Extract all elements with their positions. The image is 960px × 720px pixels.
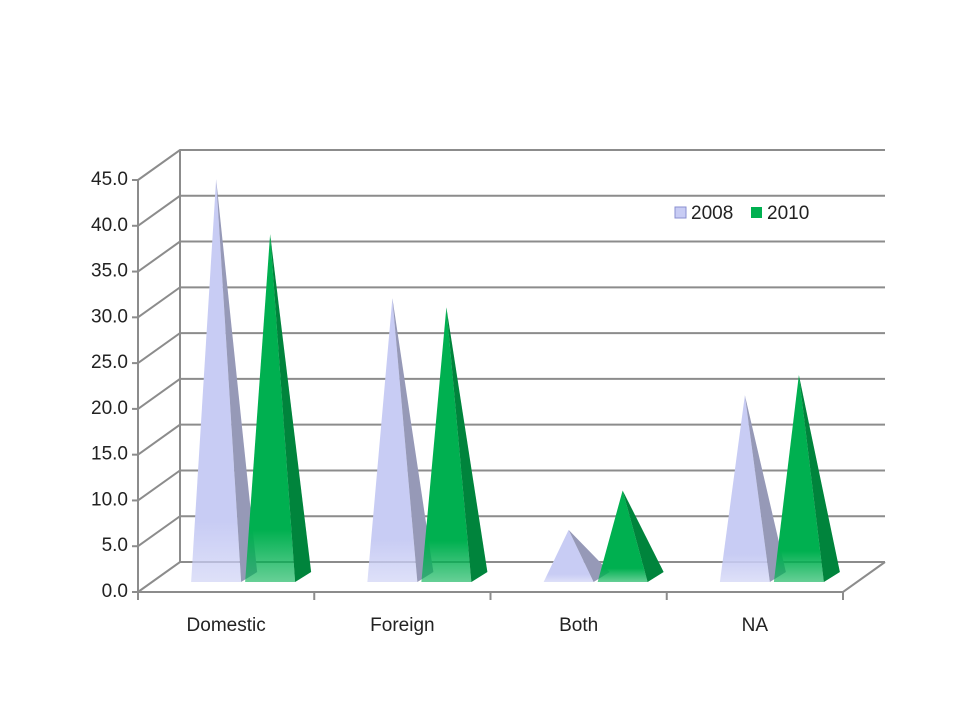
pyramid-side [216,179,258,582]
y-tick-label: 40.0 [91,215,128,236]
pyramid-shade [744,395,786,582]
legend-label: 2008 [691,203,733,224]
pyramid-side [392,298,434,582]
grid-line [137,377,885,410]
pyramid-side [622,490,664,582]
pyramid-front [773,375,824,582]
y-tick-label: 25.0 [91,352,128,373]
pyramid-front [719,395,770,582]
grid-line [137,286,885,319]
grid-line [137,240,885,273]
x-tick-label: NA [742,615,769,636]
y-tick-label: 20.0 [91,398,128,419]
y-tick-label: 15.0 [91,444,128,465]
pyramid-side [744,395,786,582]
pyramid-front [245,234,296,583]
x-tick-label: Domestic [187,615,266,636]
pyramid-side [568,529,610,582]
grid-line [137,423,885,456]
grid-line [137,194,885,227]
x-tick-label: Foreign [370,615,434,636]
pyramid-shade [798,375,840,582]
pyramid-shade [270,234,312,583]
pyramid-front [597,490,648,582]
pyramid-shade [392,298,434,582]
pyramid-side [798,375,840,582]
pyramid-front [367,298,418,582]
grid-line [137,332,885,364]
legend-swatch [674,206,687,219]
pyramid-front [191,179,242,582]
grid-line [137,515,885,548]
y-tick-label: 0.0 [102,581,128,602]
y-tick-label: 10.0 [91,489,128,510]
pyramid-shade [446,307,488,582]
pyramid-shade [622,490,664,582]
y-tick-label: 35.0 [91,261,128,282]
pyramid-shade [216,179,258,582]
pyramid-front [421,307,472,582]
grid-line [137,149,885,181]
pyramid-shade [568,529,610,582]
y-tick-label: 45.0 [91,169,128,190]
pyramid-side [446,307,488,582]
legend-label: 2010 [767,203,809,224]
legend-swatch [751,207,762,218]
pyramid-side [270,234,312,583]
grid-line [137,469,885,502]
y-tick-label: 30.0 [91,306,128,327]
x-tick-label: Both [559,615,598,636]
y-tick-label: 5.0 [102,535,128,556]
pyramid-front [543,529,594,582]
